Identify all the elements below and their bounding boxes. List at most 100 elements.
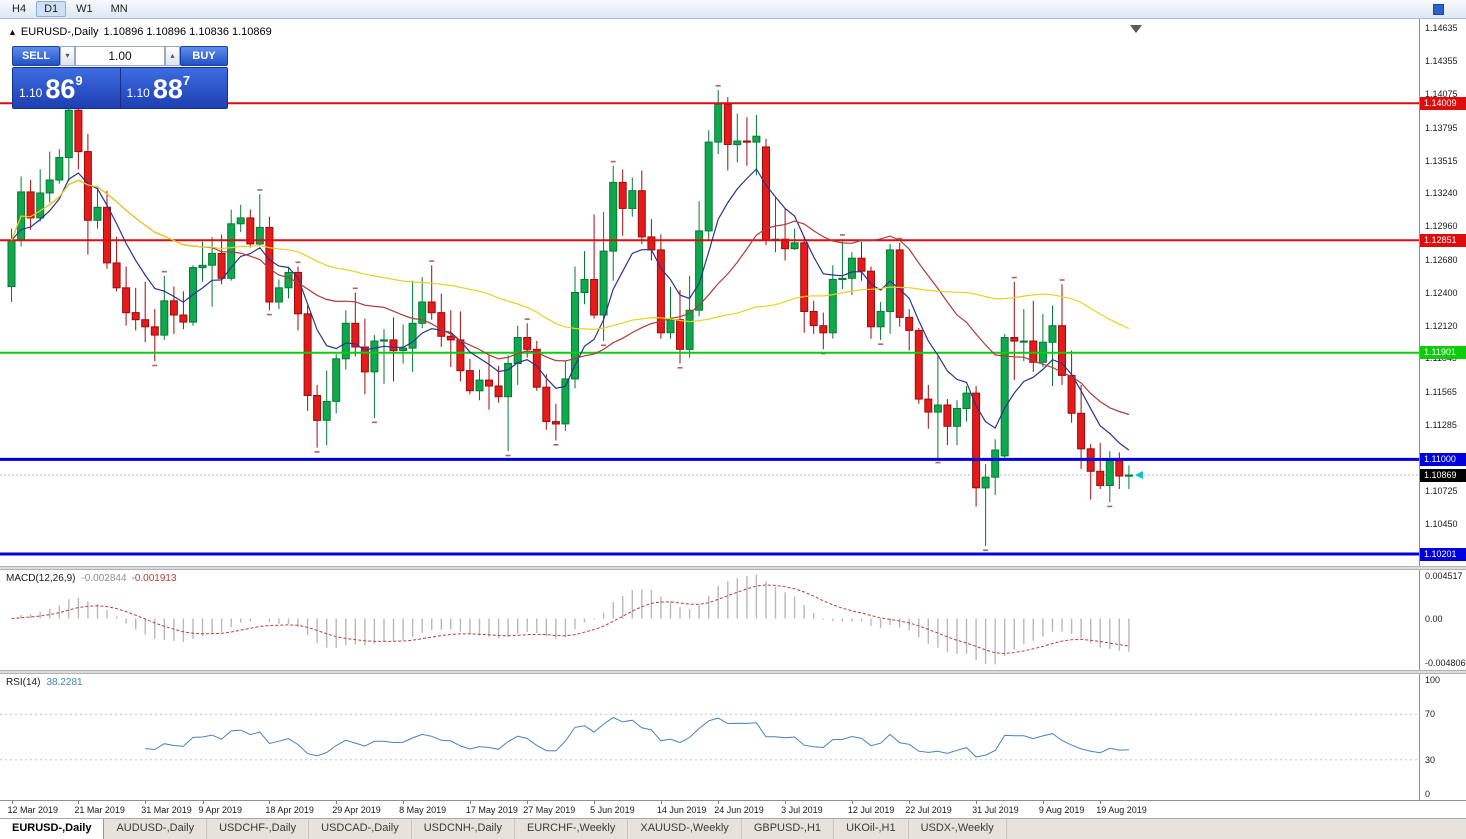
chevron-down-icon: ▾ <box>65 51 70 60</box>
macd-axis-label: 0.00 <box>1425 613 1443 624</box>
date-axis-label: 12 Jul 2019 <box>847 805 895 815</box>
sell-price-big-digits: 86 <box>45 74 76 105</box>
main-chart-panel[interactable] <box>0 19 1419 566</box>
date-axis-label: 22 Jul 2019 <box>905 805 952 815</box>
date-axis-label: 31 Jul 2019 <box>972 805 1019 815</box>
chart-tab[interactable]: USDCAD-,Daily <box>309 819 412 839</box>
sell-price-prefix: 1.10 <box>19 86 43 100</box>
chevron-up-icon: ▴ <box>170 51 175 60</box>
lot-decrease-button[interactable]: ▾ <box>60 46 75 66</box>
rsi-axis-label: 100 <box>1425 675 1441 685</box>
date-tick <box>1100 801 1102 804</box>
date-axis-label: 3 Jul 2019 <box>781 805 823 815</box>
candlestick-chart-canvas[interactable] <box>0 19 1419 566</box>
date-tick <box>469 801 471 804</box>
date-tick <box>11 801 13 804</box>
buy-price-pipette: 7 <box>182 73 191 88</box>
chart-tab[interactable]: USDX-,Weekly <box>909 819 1007 839</box>
date-axis-label: 9 Aug 2019 <box>1038 805 1085 815</box>
price-level-tag[interactable]: 1.14009 <box>1420 96 1466 110</box>
lot-increase-button[interactable]: ▴ <box>165 46 180 66</box>
price-axis-label: 1.10725 <box>1425 486 1458 496</box>
price-axis-label: 1.11285 <box>1425 419 1457 430</box>
macd-panel[interactable] <box>0 570 1419 670</box>
chart-tab[interactable]: XAUUSD-,Weekly <box>628 819 742 839</box>
chart-tab[interactable]: AUDUSD-,Daily <box>104 819 208 839</box>
price-axis-label: 1.12960 <box>1425 221 1458 232</box>
timeframe-toolbar: H4 D1 W1 MN <box>0 0 1466 19</box>
date-axis-label: 8 May 2019 <box>399 805 447 815</box>
price-level-tag[interactable]: 1.11901 <box>1420 346 1466 360</box>
chart-tab[interactable]: USDCHF-,Daily <box>207 819 310 839</box>
date-axis-label: 12 Mar 2019 <box>7 805 59 815</box>
date-tick <box>851 801 853 804</box>
panel-splitter[interactable] <box>0 670 1466 674</box>
price-level-tag[interactable]: 1.11000 <box>1420 452 1466 466</box>
macd-chart-canvas[interactable] <box>0 570 1419 670</box>
price-level-tag[interactable]: 1.10201 <box>1420 547 1466 561</box>
sell-price-display[interactable]: 1.10 86 9 <box>13 68 121 108</box>
date-tick <box>145 801 147 804</box>
rsi-name: RSI(14) <box>6 677 41 688</box>
rsi-axis-label: 30 <box>1425 754 1436 765</box>
price-axis-label: 1.14075 <box>1425 89 1458 100</box>
date-tick <box>660 801 662 804</box>
price-axis-label: 1.14355 <box>1425 56 1458 67</box>
rsi-chart-canvas[interactable] <box>0 674 1419 800</box>
chart-tab[interactable]: EURCHF-,Weekly <box>515 819 629 839</box>
date-axis-label: 19 Aug 2019 <box>1096 805 1147 815</box>
chart-ohlc-line: ▲ EURUSD-,Daily 1.10896 1.10896 1.10836 1.… <box>8 26 277 38</box>
rsi-value: 38.2281 <box>46 677 83 688</box>
price-axis[interactable]: 1.14635 1.14355 1.14075 1.13795 1.13515 1.132… <box>1419 19 1466 800</box>
window-icon[interactable] <box>1433 4 1444 15</box>
panel-splitter[interactable] <box>0 566 1466 570</box>
timeframe-button-d1[interactable]: D1 <box>36 1 67 17</box>
date-axis[interactable]: 12 Mar 2019 21 Mar 2019 31 Mar 2019 9 Apr 2… <box>0 800 1466 818</box>
date-tick <box>594 801 596 804</box>
rsi-axis-label: 70 <box>1425 709 1436 720</box>
timeframe-button-mn[interactable]: MN <box>110 3 128 15</box>
price-level-tag[interactable]: 1.12851 <box>1420 233 1466 247</box>
macd-main-value: -0.002844 <box>81 573 127 584</box>
macd-label: MACD(12,26,9) -0.002844 -0.001913 <box>6 573 177 584</box>
timeframe-button-h4[interactable]: H4 <box>12 3 27 15</box>
date-tick <box>785 801 787 804</box>
buy-button[interactable]: BUY <box>180 46 228 66</box>
rsi-panel[interactable] <box>0 674 1419 800</box>
rsi-axis-label: 0 <box>1425 789 1431 799</box>
macd-axis-label: -0.004806 <box>1425 658 1466 668</box>
price-axis-label: 1.12680 <box>1425 254 1458 265</box>
lot-size-input[interactable] <box>75 46 165 66</box>
date-tick <box>527 801 529 804</box>
macd-signal-value: -0.001913 <box>131 573 177 584</box>
price-axis-label: 1.10450 <box>1425 518 1458 529</box>
symbol-timeframe-label: EURUSD-,Daily <box>20 26 99 38</box>
buy-price-display[interactable]: 1.10 88 7 <box>120 68 227 108</box>
buy-price-prefix: 1.10 <box>126 86 150 100</box>
price-axis-label: 1.12120 <box>1425 320 1458 331</box>
one-click-toggle-icon[interactable]: ▲ <box>8 27 17 37</box>
date-tick <box>718 801 720 804</box>
date-tick <box>403 801 405 804</box>
date-axis-label: 21 Mar 2019 <box>74 805 125 815</box>
chart-tab[interactable]: USDCNH-,Daily <box>412 819 515 839</box>
date-axis-label: 5 Jun 2019 <box>590 805 635 815</box>
sell-price-pipette: 9 <box>75 73 83 88</box>
macd-name: MACD(12,26,9) <box>6 573 76 584</box>
date-tick <box>1042 801 1044 804</box>
date-axis-label: 24 Jun 2019 <box>714 805 764 815</box>
date-axis-label: 14 Jun 2019 <box>656 805 707 815</box>
chart-tab[interactable]: EURUSD-,Daily <box>0 819 105 839</box>
date-axis-label: 27 May 2019 <box>523 805 576 815</box>
chart-tabs-bar: EURUSD-,Daily AUDUSD-,Daily USDCHF-,Daily U… <box>0 818 1466 839</box>
sell-button[interactable]: SELL <box>12 46 60 66</box>
date-tick <box>909 801 911 804</box>
buy-price-big-digits: 88 <box>152 74 183 105</box>
date-axis-label: 18 Apr 2019 <box>265 805 314 815</box>
timeframe-button-w1[interactable]: W1 <box>76 3 93 15</box>
chart-tab[interactable]: GBPUSD-,H1 <box>742 819 835 839</box>
date-axis-label: 31 Mar 2019 <box>141 805 192 815</box>
date-tick <box>336 801 338 804</box>
ohlc-values: 1.10896 1.10896 1.10836 1.10869 <box>103 26 272 38</box>
chart-tab[interactable]: UKOil-,H1 <box>834 819 909 839</box>
